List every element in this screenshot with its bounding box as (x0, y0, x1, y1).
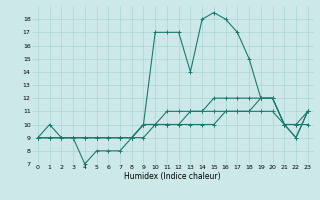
X-axis label: Humidex (Indice chaleur): Humidex (Indice chaleur) (124, 172, 221, 181)
